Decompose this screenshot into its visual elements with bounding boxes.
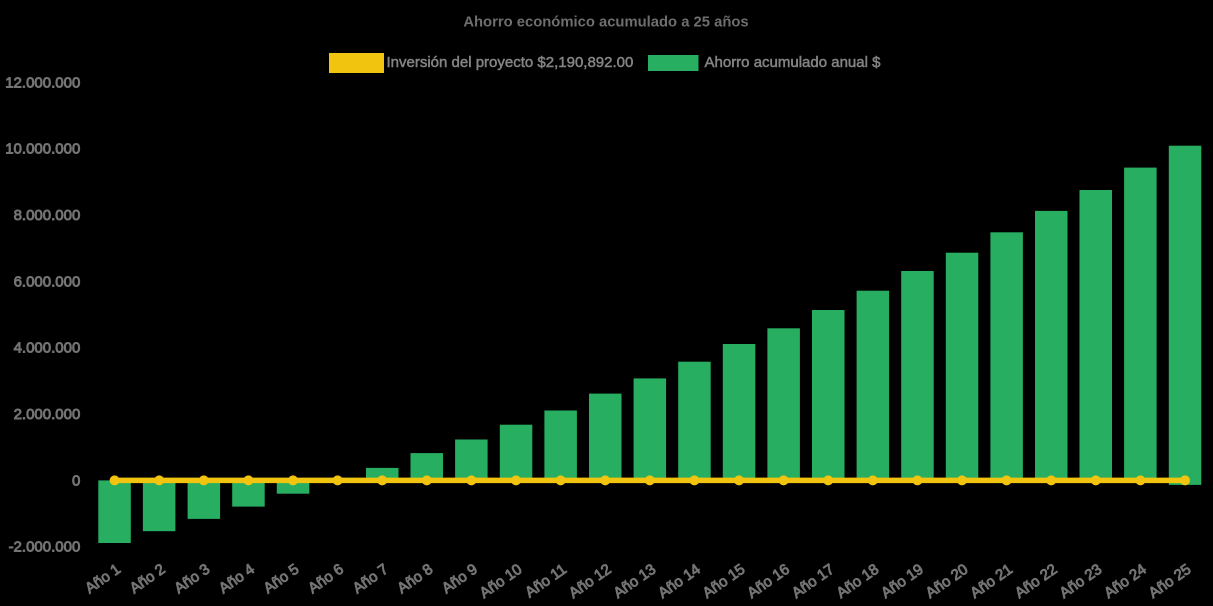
svg-text:Ahorro económico acumulado a 2: Ahorro económico acumulado a 25 años <box>463 14 748 30</box>
svg-text:4.000.000: 4.000.000 <box>14 340 81 357</box>
svg-text:-2.000.000: -2.000.000 <box>9 539 81 556</box>
svg-text:10.000.000: 10.000.000 <box>5 141 80 158</box>
svg-text:2.000.000: 2.000.000 <box>14 406 81 423</box>
svg-text:12.000.000: 12.000.000 <box>5 74 80 91</box>
svg-text:Ahorro acumulado anual $: Ahorro acumulado anual $ <box>705 54 882 71</box>
svg-text:8.000.000: 8.000.000 <box>14 207 81 224</box>
svg-text:6.000.000: 6.000.000 <box>14 273 81 290</box>
svg-text:0: 0 <box>72 472 80 489</box>
svg-text:Inversión del proyecto $2,190,: Inversión del proyecto $2,190,892.00 <box>387 54 634 71</box>
